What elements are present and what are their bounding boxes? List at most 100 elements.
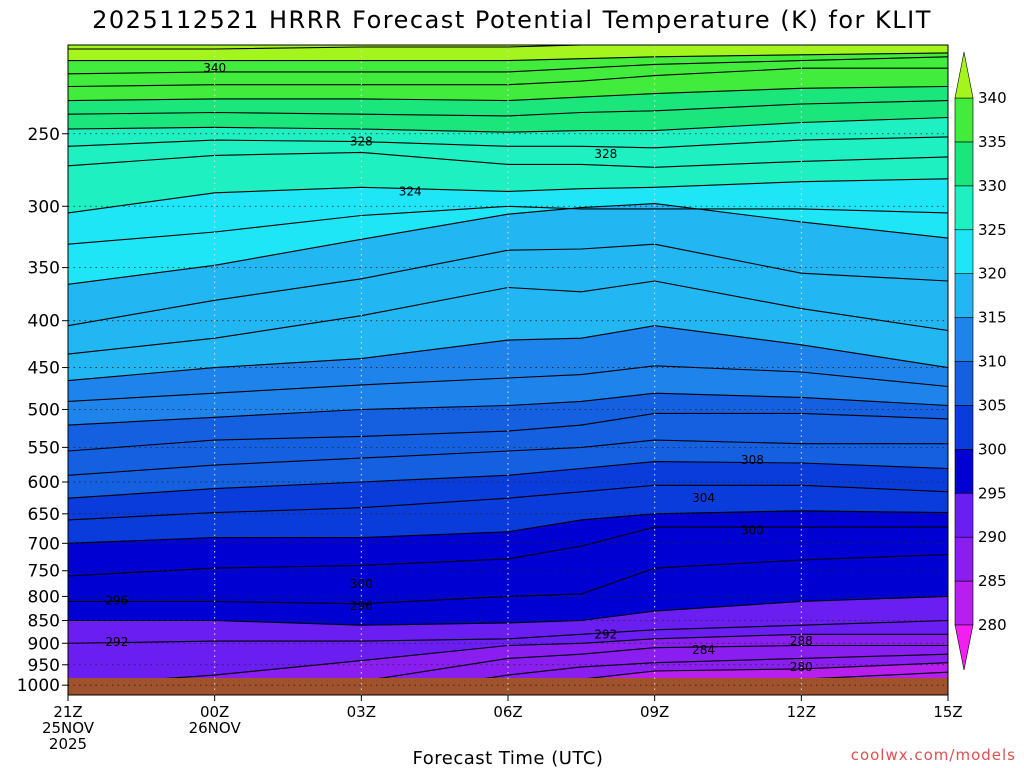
isentrope-330 [68, 116, 948, 133]
colorbar-label-280: 280 [978, 616, 1007, 634]
contour-label-340: 340 [203, 61, 226, 75]
y-tick-label-850: 850 [28, 612, 60, 632]
y-tick-label-250: 250 [28, 125, 60, 145]
contour-label-284: 284 [692, 643, 715, 657]
isentrope-316 [68, 280, 948, 355]
colorbar-band-295 [954, 449, 974, 494]
isentrope-334 [68, 85, 948, 102]
isentrope-314 [68, 325, 948, 382]
isentrope-306 [68, 439, 948, 476]
y-tick-label-900: 900 [28, 634, 60, 654]
contour-label-280: 280 [790, 660, 813, 674]
x-tick-label-18-0: 15Z [933, 703, 962, 721]
credit-text: coolwx.com/models [851, 746, 1016, 764]
colorbar-band-300 [954, 405, 974, 450]
isentrope-332 [68, 100, 948, 117]
contour-label-288: 288 [790, 634, 813, 648]
colorbar-label-285: 285 [978, 572, 1007, 590]
y-tick-label-750: 750 [28, 562, 60, 582]
isentrope-312 [68, 365, 948, 402]
chart-title: 2025112521 HRRR Forecast Potential Tempe… [92, 6, 932, 34]
colorbar-band-335 [954, 97, 974, 143]
colorbar-band-285 [954, 536, 974, 582]
plot-area: 340 328 328 324 308 304 300 300 296 296 292 292 288 2… [67, 44, 949, 696]
y-tick-label-450: 450 [28, 359, 60, 379]
colorbar-label-335: 335 [978, 133, 1007, 151]
ground-surface [68, 678, 948, 695]
x-tick-label-15-0: 12Z [787, 703, 816, 721]
colorbar-label-325: 325 [978, 221, 1007, 239]
colorbar-band-280 [954, 580, 974, 626]
x-tick-label-0-1: 25NOV [42, 719, 95, 737]
isentrope-310 [68, 392, 948, 426]
isentrope-324 [68, 178, 948, 214]
isentrope-286 [370, 653, 948, 695]
colorbar: 280 285 290 295 300 305 310 315 320 325 330 335 340 [954, 51, 1007, 671]
grid-lines [68, 45, 948, 695]
isentrope-322 [68, 205, 948, 245]
isentrope-298 [68, 526, 948, 577]
x-tick-label-0-2: 2025 [49, 735, 87, 753]
contour-label-328: 328 [594, 147, 617, 161]
y-tick-label-1000: 1000 [17, 676, 60, 696]
contour-label-300: 300 [741, 524, 764, 538]
contour-label-328: 328 [350, 135, 373, 149]
x-tick-label-3-0: 00Z [200, 703, 229, 721]
x-tick-label-12-0: 09Z [640, 703, 669, 721]
isentrope-340 [68, 52, 948, 62]
isentrope-290 [68, 633, 948, 686]
colorbar-band-320 [954, 229, 974, 274]
y-tick-label-650: 650 [28, 505, 60, 525]
isentrope-328 [68, 136, 948, 149]
contour-label-292: 292 [594, 627, 617, 641]
isentrope-338 [68, 56, 948, 75]
y-tick-label-300: 300 [28, 197, 60, 217]
isentrope-308 [68, 412, 948, 452]
colorbar-band-330 [954, 141, 974, 187]
colorbar-band-325 [954, 185, 974, 231]
isentrope-336 [68, 67, 948, 88]
isentrope-320 [68, 203, 948, 285]
isentrope-292 [68, 619, 948, 644]
colorbar-band-290 [954, 492, 974, 538]
y-tick-label-700: 700 [28, 534, 60, 554]
contour-label-324: 324 [399, 184, 422, 198]
isentrope-318 [68, 243, 948, 327]
y-tick-label-950: 950 [28, 656, 60, 676]
colorbar-extend-bottom [954, 624, 974, 671]
contour-label-296: 296 [105, 593, 128, 607]
isentrope-contour-layer [68, 45, 948, 695]
colorbar-label-330: 330 [978, 177, 1007, 195]
y-tick-label-550: 550 [28, 438, 60, 458]
colorbar-label-305: 305 [978, 396, 1007, 414]
colorbar-band-315 [954, 273, 974, 318]
isentrope-342 [68, 45, 948, 50]
colorbar-band-305 [954, 361, 974, 406]
isentrope-294 [68, 595, 948, 626]
isentrope-302 [68, 484, 948, 521]
y-tick-label-800: 800 [28, 587, 60, 607]
contour-label-296: 296 [350, 599, 373, 613]
isentrope-304 [68, 461, 948, 499]
contour-label-292: 292 [105, 635, 128, 649]
isentrope-296 [68, 553, 948, 605]
y-tick-label-350: 350 [28, 259, 60, 279]
colorbar-band-310 [954, 317, 974, 362]
y-axis: 2503003504004505005506006507007508008509… [17, 125, 68, 696]
x-axis-label: Forecast Time (UTC) [413, 748, 604, 768]
colorbar-label-340: 340 [978, 89, 1007, 107]
colorbar-label-295: 295 [978, 484, 1007, 502]
x-tick-label-9-0: 06Z [493, 703, 522, 721]
contour-label-308: 308 [741, 453, 764, 467]
y-tick-label-400: 400 [28, 312, 60, 332]
isentrope-300 [68, 510, 948, 544]
colorbar-label-310: 310 [978, 353, 1007, 371]
contour-label-300: 300 [350, 577, 373, 591]
colorbar-label-290: 290 [978, 528, 1007, 546]
contour-labels: 340 328 328 324 308 304 300 300 296 296 292 292 288 2… [105, 61, 812, 674]
colorbar-label-320: 320 [978, 265, 1007, 283]
y-tick-label-500: 500 [28, 400, 60, 420]
colorbar-label-315: 315 [978, 309, 1007, 327]
